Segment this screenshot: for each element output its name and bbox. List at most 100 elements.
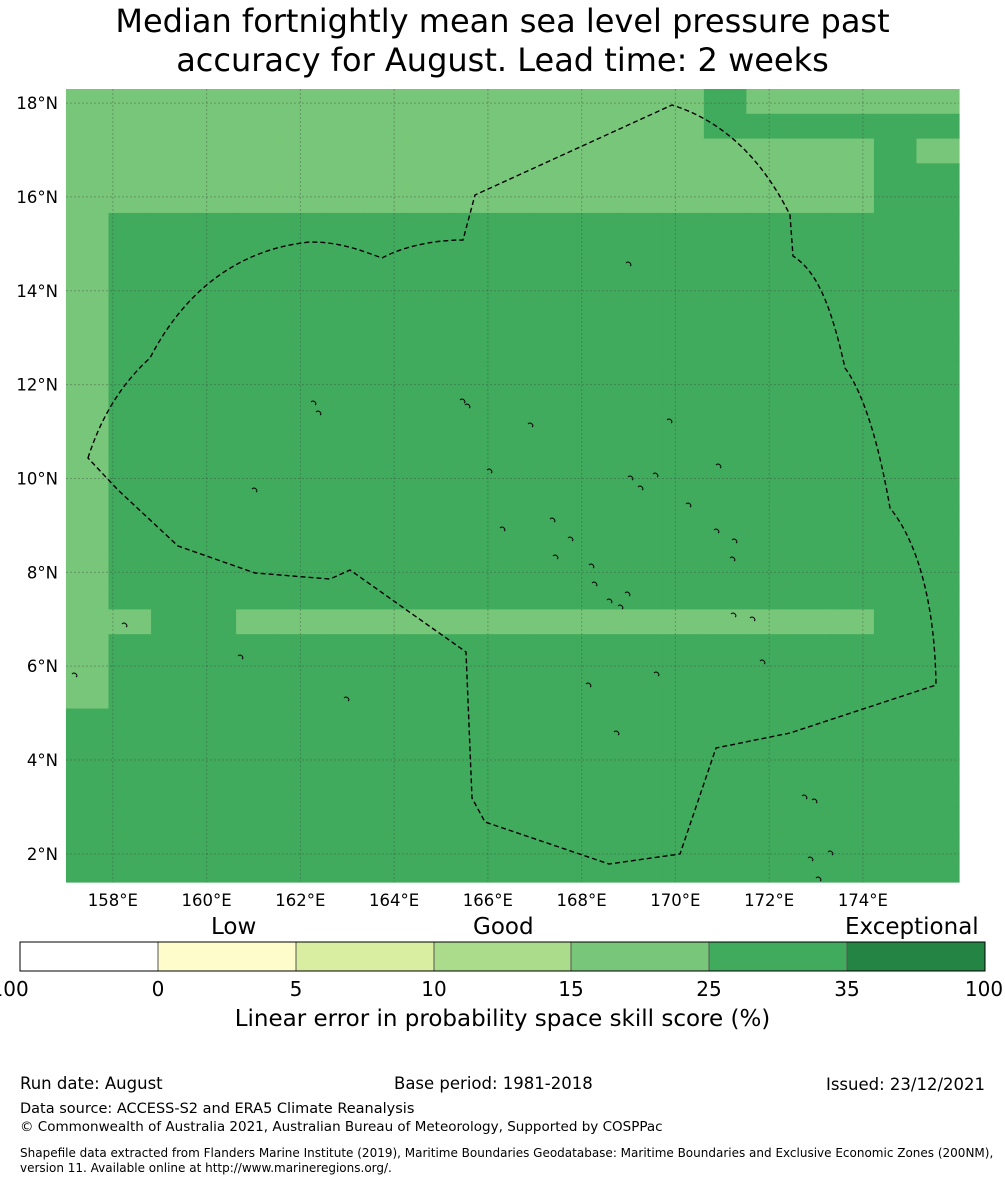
skill-cell bbox=[618, 312, 662, 338]
skill-cell bbox=[363, 262, 407, 288]
skill-cell bbox=[746, 361, 790, 387]
skill-cell bbox=[746, 733, 790, 759]
skill-cell bbox=[916, 857, 960, 883]
skill-cell bbox=[66, 683, 110, 710]
skill-cell bbox=[576, 386, 620, 412]
skill-cell bbox=[661, 163, 705, 189]
skill-cell bbox=[66, 113, 110, 140]
skill-cell bbox=[576, 138, 620, 164]
skill-cell bbox=[151, 411, 195, 437]
skill-cell bbox=[321, 287, 365, 313]
skill-cell bbox=[746, 559, 790, 586]
skill-cell bbox=[193, 411, 237, 437]
shapefile-credit: Shapefile data extracted from Flanders M… bbox=[20, 1146, 994, 1175]
skill-cell bbox=[406, 89, 450, 115]
longitude-tick-labels: 158°E 160°E 162°E 164°E 166°E 168°E 170°E 172°E… bbox=[88, 891, 888, 910]
skill-cell bbox=[151, 212, 195, 239]
skill-cell bbox=[661, 807, 705, 834]
skill-cell bbox=[873, 733, 918, 759]
skill-cell bbox=[916, 609, 960, 635]
skill-cell bbox=[873, 212, 918, 239]
skill-cell bbox=[66, 336, 110, 363]
skill-cell bbox=[746, 113, 790, 140]
skill-cell bbox=[236, 708, 280, 734]
skill-cell bbox=[746, 584, 790, 611]
skill-cell bbox=[576, 312, 620, 338]
skill-cell bbox=[108, 138, 152, 164]
skill-cell bbox=[873, 411, 918, 437]
skill-cell bbox=[448, 460, 492, 487]
island-outline bbox=[552, 554, 559, 560]
skill-cell bbox=[661, 733, 705, 759]
skill-cell bbox=[108, 188, 152, 214]
skill-cell bbox=[278, 683, 322, 710]
skill-cell bbox=[108, 113, 152, 140]
skill-cell bbox=[831, 460, 875, 487]
skill-cell bbox=[703, 832, 747, 858]
skill-cell bbox=[66, 658, 110, 685]
skill-cell bbox=[788, 782, 833, 809]
skill-cell bbox=[363, 658, 407, 685]
skill-cell bbox=[151, 658, 195, 685]
skill-cell bbox=[151, 683, 195, 710]
skill-cell bbox=[618, 411, 662, 437]
skill-cell bbox=[66, 782, 110, 809]
skill-cell bbox=[746, 138, 790, 164]
skill-cell bbox=[363, 163, 407, 189]
latitude-label: 2°N bbox=[27, 845, 58, 864]
skill-cell bbox=[363, 559, 407, 586]
skill-cell bbox=[491, 188, 535, 214]
skill-cell bbox=[236, 212, 280, 239]
skill-cell bbox=[236, 559, 280, 586]
skill-cell bbox=[703, 510, 747, 536]
skill-cell bbox=[703, 559, 747, 586]
skill-cell bbox=[321, 634, 365, 660]
skill-cell bbox=[703, 361, 747, 387]
longitude-label: 164°E bbox=[369, 891, 419, 910]
skill-cell bbox=[108, 460, 152, 487]
skill-cell bbox=[576, 535, 620, 561]
skill-cell bbox=[661, 485, 705, 511]
skill-cell bbox=[66, 832, 110, 858]
skill-cell bbox=[576, 336, 620, 363]
skill-cell bbox=[576, 163, 620, 189]
skill-cell bbox=[788, 312, 833, 338]
skill-cell bbox=[448, 807, 492, 834]
skill-cell bbox=[278, 460, 322, 487]
skill-cell bbox=[661, 559, 705, 586]
skill-cell bbox=[831, 485, 875, 511]
skill-cell bbox=[831, 683, 875, 710]
skill-cell bbox=[406, 658, 450, 685]
skill-cell bbox=[278, 758, 322, 784]
skill-cell bbox=[193, 361, 237, 387]
skill-cell bbox=[831, 163, 875, 189]
skill-cell bbox=[151, 435, 195, 462]
skill-cell bbox=[193, 435, 237, 462]
island-outline bbox=[731, 538, 738, 544]
skill-cell bbox=[916, 113, 960, 140]
skill-cell bbox=[108, 89, 152, 115]
skill-cell bbox=[491, 658, 535, 685]
skill-cell bbox=[873, 857, 918, 883]
skill-cell bbox=[236, 435, 280, 462]
skill-cell bbox=[788, 634, 833, 660]
latitude-label: 14°N bbox=[16, 282, 58, 301]
issued-date: Issued: 23/12/2021 bbox=[825, 1075, 985, 1094]
skill-cell bbox=[873, 758, 918, 784]
skill-cell bbox=[448, 683, 492, 710]
skill-cell bbox=[703, 336, 747, 363]
skill-cell bbox=[746, 163, 790, 189]
skill-cell bbox=[746, 832, 790, 858]
skill-cell bbox=[788, 609, 833, 635]
skill-cell bbox=[916, 237, 960, 264]
skill-cell bbox=[363, 411, 407, 437]
skill-cell bbox=[236, 832, 280, 858]
skill-cell bbox=[916, 634, 960, 660]
island-outline bbox=[729, 556, 736, 562]
skill-cell bbox=[533, 163, 577, 189]
skill-cell bbox=[703, 782, 747, 809]
skill-cell bbox=[151, 89, 195, 115]
skill-cell bbox=[406, 113, 450, 140]
skill-cell bbox=[533, 262, 577, 288]
